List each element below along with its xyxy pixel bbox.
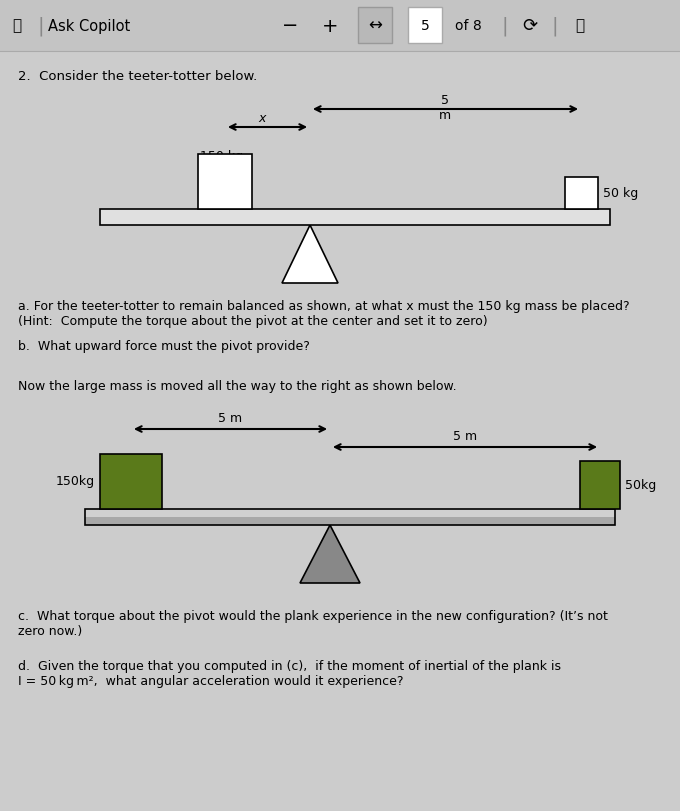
Text: a. For the teeter-totter to remain balanced as shown, at what x must the 150 kg : a. For the teeter-totter to remain balan… (18, 299, 630, 312)
Bar (0, 0, 680, 52)
Bar (85, 517, 615, 526)
Text: m: m (439, 109, 451, 122)
Text: +: + (322, 16, 338, 36)
Text: zero now.): zero now.) (18, 624, 82, 637)
Text: ⧉: ⧉ (575, 19, 585, 33)
Text: d.  Given the torque that you computed in (c),  if the moment of inertial of the: d. Given the torque that you computed in… (18, 659, 561, 672)
Bar (100, 210, 610, 225)
Text: 5 m: 5 m (218, 411, 242, 424)
Text: 50 kg: 50 kg (603, 187, 639, 200)
Text: 5 m: 5 m (453, 430, 477, 443)
Text: 50kg: 50kg (625, 479, 656, 492)
Bar (565, 178, 598, 210)
Text: 5: 5 (441, 94, 449, 107)
Text: 5: 5 (421, 19, 429, 33)
Text: |: | (502, 16, 509, 36)
Bar (198, 155, 252, 210)
Text: of 8: of 8 (455, 19, 481, 33)
Text: Now the large mass is moved all the way to the right as shown below.: Now the large mass is moved all the way … (18, 380, 457, 393)
Bar (85, 509, 615, 526)
Text: ⟳: ⟳ (522, 17, 538, 35)
FancyBboxPatch shape (408, 8, 442, 44)
Text: −: − (282, 16, 299, 36)
Text: c.  What torque about the pivot would the plank experience in the new configurat: c. What torque about the pivot would the… (18, 609, 608, 622)
Text: (Hint:  Compute the torque about the pivot at the center and set it to zero): (Hint: Compute the torque about the pivo… (18, 315, 488, 328)
Bar (580, 461, 620, 509)
Text: ↔: ↔ (368, 17, 382, 35)
Text: Ask Copilot: Ask Copilot (48, 19, 131, 33)
Bar (100, 454, 162, 509)
Text: I = 50 kg m²,  what angular acceleration would it experience?: I = 50 kg m², what angular acceleration … (18, 674, 403, 687)
Text: 150kg: 150kg (56, 475, 95, 488)
Text: |: | (551, 16, 558, 36)
Text: b.  What upward force must the pivot provide?: b. What upward force must the pivot prov… (18, 340, 310, 353)
FancyBboxPatch shape (358, 8, 392, 44)
Bar (85, 509, 615, 517)
Text: x: x (258, 112, 266, 125)
Polygon shape (282, 225, 338, 284)
Text: あ: あ (12, 19, 21, 33)
Text: |: | (38, 16, 45, 36)
Polygon shape (300, 526, 360, 583)
Text: 150 kg: 150 kg (200, 150, 243, 163)
Text: 2.  Consider the teeter-totter below.: 2. Consider the teeter-totter below. (18, 70, 257, 83)
